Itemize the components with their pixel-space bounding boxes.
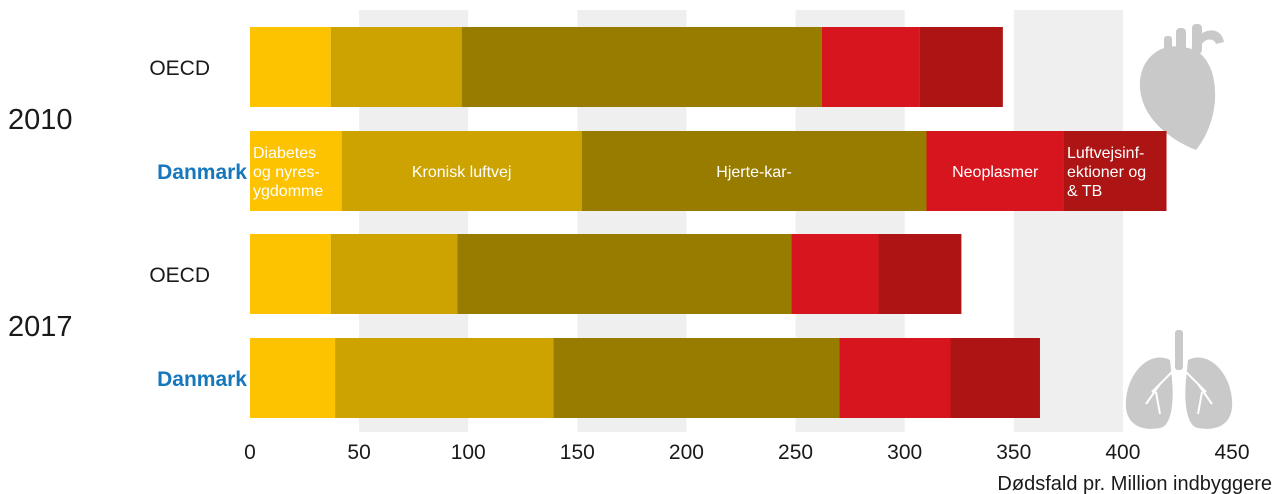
segment-label: Kronisk luftvej	[412, 164, 512, 181]
category-label-oecd: OECD	[149, 57, 210, 80]
bar-segment	[553, 338, 840, 418]
category-label-danmark: Danmark	[157, 368, 247, 391]
bar-segment	[335, 338, 554, 418]
x-tick-label: 150	[560, 441, 595, 464]
x-axis-label: Dødsfald pr. Million indbyggere	[997, 473, 1272, 494]
bar-segment	[461, 27, 822, 107]
x-tick-label: 50	[347, 441, 370, 464]
x-axis-ticks: 0 50 100 150 200 250 300 350 400 450	[244, 441, 1249, 464]
bar-segment	[341, 131, 582, 211]
segment-label: Luftvejsinf-ektioner og & TB	[1067, 145, 1146, 200]
x-tick-label: 200	[669, 441, 704, 464]
x-tick-label: 450	[1214, 441, 1249, 464]
year-label: 2017	[8, 311, 73, 343]
category-label-oecd: OECD	[149, 264, 210, 287]
lungs-icon	[1125, 330, 1233, 429]
x-tick-label: 100	[451, 441, 486, 464]
segment-label: Diabetes og nyres-ygdomme	[253, 145, 323, 200]
x-tick-label: 400	[1105, 441, 1140, 464]
bar-segment	[878, 234, 962, 314]
bar-segment	[919, 27, 1003, 107]
bar-segment	[250, 131, 342, 211]
bar-segment	[250, 234, 331, 314]
bar-segment	[926, 131, 1064, 211]
bar-segment	[457, 234, 792, 314]
segment-label: Hjerte-kar-	[716, 164, 792, 181]
x-tick-label: 250	[778, 441, 813, 464]
segment-label: Neoplasmer	[952, 164, 1039, 181]
bar-segment	[330, 234, 458, 314]
year-label: 2010	[8, 104, 73, 136]
bar-segment	[581, 131, 927, 211]
segment-labels: Diabetes og nyres-ygdomme Kronisk luftvej H…	[253, 145, 1146, 200]
bar-segment	[250, 338, 336, 418]
bar-segment	[250, 27, 331, 107]
bar-segment	[950, 338, 1040, 418]
bars	[250, 27, 1167, 418]
bar-segment	[839, 338, 951, 418]
illustration-icons	[1125, 24, 1233, 429]
category-labels: OECD Danmark OECD Danmark	[149, 57, 247, 391]
x-tick-label: 300	[887, 441, 922, 464]
x-tick-label: 350	[996, 441, 1031, 464]
year-labels: 2010 2017	[8, 104, 73, 343]
x-tick-label: 0	[244, 441, 256, 464]
bar-segment	[791, 234, 879, 314]
bar-segment	[330, 27, 462, 107]
category-label-danmark: Danmark	[157, 161, 247, 184]
bar-segment	[1063, 131, 1167, 211]
bar-segment	[821, 27, 920, 107]
heart-icon	[1139, 24, 1224, 150]
